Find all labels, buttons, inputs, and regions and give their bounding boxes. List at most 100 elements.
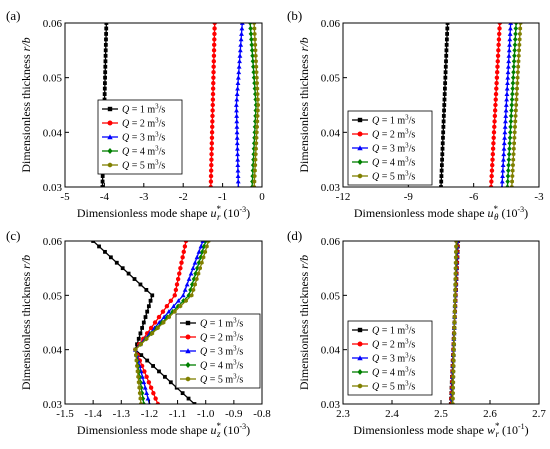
- y-tick-label: 0.03: [321, 182, 341, 194]
- data-point: [249, 42, 255, 48]
- data-point: [512, 141, 517, 146]
- data-point: [453, 276, 458, 282]
- data-point: [163, 374, 167, 379]
- legend-entry: Q = 2 m3/s: [352, 338, 415, 351]
- data-point: [505, 184, 510, 187]
- data-point: [255, 119, 260, 124]
- x-tick-label: -6: [469, 191, 479, 203]
- y-tick-label: 0.05: [43, 290, 63, 302]
- data-point: [505, 80, 510, 86]
- y-axis-label: Dimensionless thickness r/b: [19, 255, 33, 390]
- data-point: [511, 157, 516, 162]
- x-tick-label: -4: [100, 191, 110, 203]
- data-point: [451, 369, 456, 374]
- data-point: [489, 179, 494, 184]
- data-point: [501, 151, 507, 157]
- data-point: [211, 59, 217, 64]
- data-point: [133, 347, 138, 352]
- data-point: [210, 119, 215, 124]
- legend-label: Q = 1 m3/s: [372, 114, 415, 127]
- data-point: [509, 107, 514, 114]
- data-point: [251, 140, 257, 146]
- data-point: [254, 146, 258, 151]
- data-point: [510, 91, 515, 97]
- legend-label: Q = 1 m3/s: [200, 317, 243, 330]
- x-tick-label: 2.6: [483, 408, 497, 420]
- data-point: [103, 59, 108, 64]
- data-point: [502, 135, 507, 140]
- data-point: [506, 162, 511, 168]
- data-point: [451, 352, 456, 358]
- data-point: [509, 102, 515, 108]
- data-point: [443, 86, 447, 91]
- data-point: [144, 374, 149, 380]
- legend-marker: [357, 383, 363, 389]
- data-point: [120, 266, 125, 271]
- data-point: [503, 118, 508, 124]
- data-point: [144, 288, 149, 292]
- data-point: [140, 326, 145, 330]
- data-point: [108, 255, 113, 260]
- data-point: [517, 42, 522, 48]
- x-tick-label: -1.5: [56, 408, 74, 420]
- data-point: [518, 23, 523, 26]
- data-point: [139, 390, 145, 396]
- data-point: [200, 249, 205, 255]
- data-point: [504, 91, 510, 96]
- data-point: [184, 281, 190, 287]
- legend-entry: Q = 2 m3/s: [180, 331, 243, 344]
- data-point: [453, 255, 458, 260]
- legend-entry: Q = 4 m3/s: [102, 145, 165, 158]
- data-point: [500, 168, 506, 173]
- data-point: [440, 146, 445, 151]
- data-point: [440, 157, 444, 162]
- x-tick-label: -1.4: [84, 408, 102, 420]
- data-point: [148, 298, 153, 303]
- data-point: [206, 241, 211, 244]
- data-point: [513, 23, 519, 26]
- data-point: [201, 243, 207, 250]
- data-point: [196, 271, 201, 276]
- data-point: [199, 260, 204, 265]
- data-point: [254, 141, 259, 146]
- data-point: [491, 135, 496, 140]
- data-point: [251, 151, 257, 157]
- data-point: [146, 380, 152, 385]
- x-tick-label: -0.9: [225, 408, 243, 420]
- data-point: [235, 179, 241, 184]
- legend-marker: [107, 134, 113, 140]
- data-point: [440, 141, 445, 146]
- data-point: [490, 157, 495, 162]
- data-point: [439, 168, 444, 173]
- legend-label: Q = 4 m3/s: [372, 156, 415, 169]
- data-point: [254, 75, 259, 80]
- data-point: [254, 135, 259, 140]
- data-point: [251, 64, 256, 70]
- data-point: [488, 184, 494, 187]
- data-point: [493, 91, 499, 97]
- panel-label: (d): [287, 228, 302, 243]
- data-point: [178, 304, 183, 309]
- data-point: [452, 347, 456, 352]
- data-point: [451, 358, 456, 363]
- data-point: [444, 37, 449, 42]
- data-point: [103, 42, 108, 47]
- data-point: [212, 37, 217, 42]
- legend-entry: Q = 4 m3/s: [352, 156, 415, 169]
- data-point: [172, 309, 177, 314]
- data-point: [490, 162, 495, 168]
- data-point: [451, 363, 456, 369]
- x-tick-label: -1.1: [169, 408, 186, 420]
- data-point: [210, 113, 215, 119]
- data-point: [253, 157, 258, 162]
- y-tick-label: 0.06: [321, 236, 341, 248]
- data-point: [444, 42, 449, 47]
- data-point: [100, 179, 105, 184]
- data-point: [251, 69, 257, 75]
- data-point: [505, 64, 511, 69]
- legend-entry: Q = 5 m3/s: [102, 159, 165, 172]
- data-point: [103, 70, 108, 75]
- series-3: [499, 23, 514, 187]
- data-point: [439, 185, 443, 187]
- legend-label: Q = 4 m3/s: [372, 366, 415, 379]
